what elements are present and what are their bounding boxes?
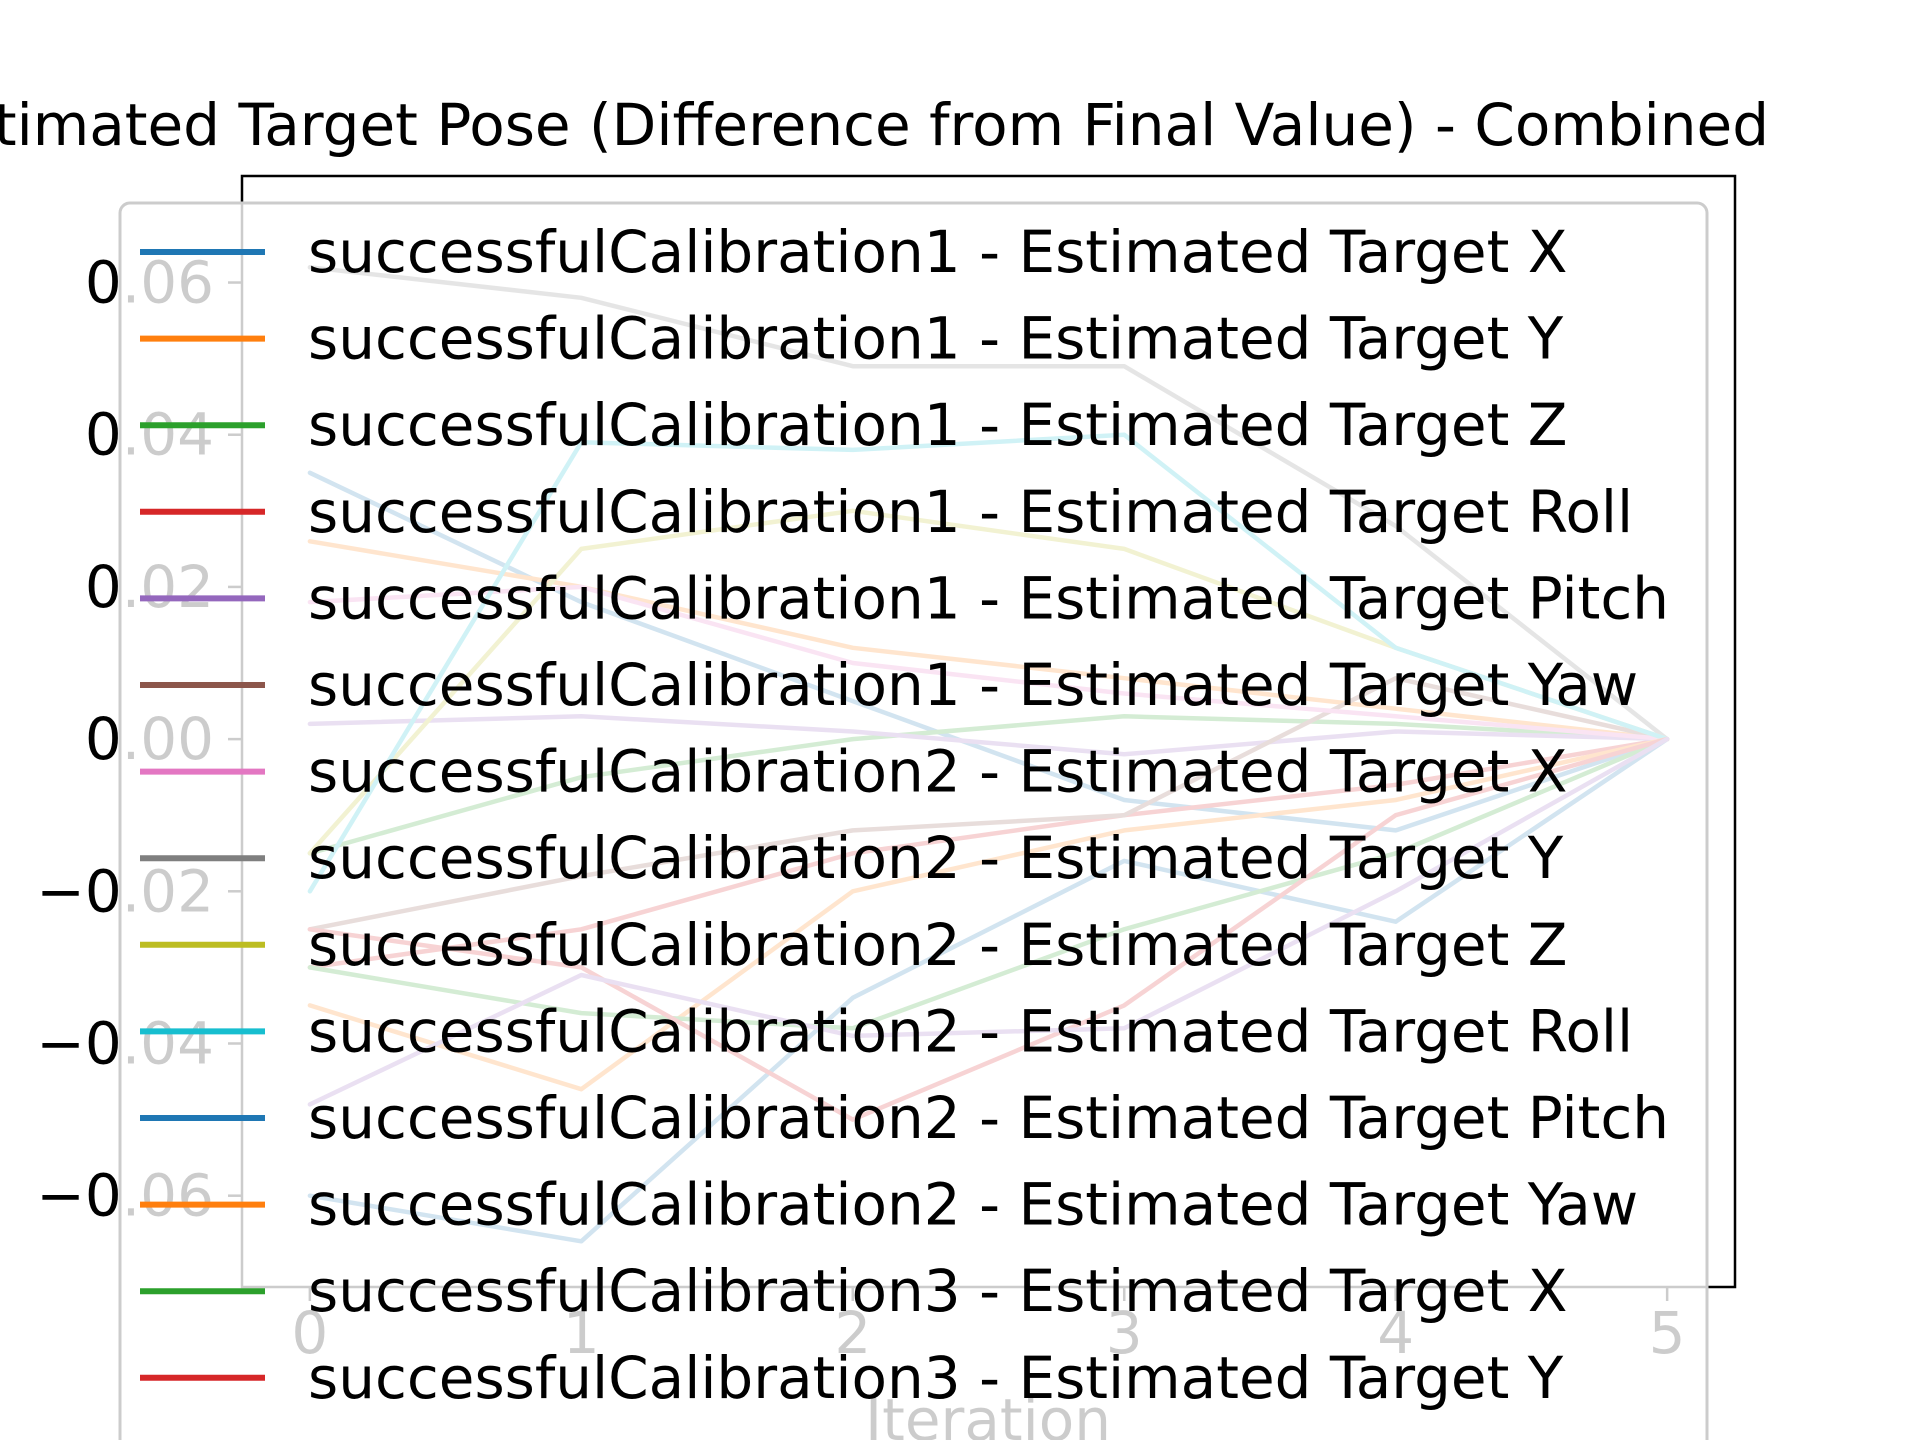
legend-label-8: successfulCalibration2 - Estimated Targe… <box>308 824 1564 892</box>
legend-label-6: successfulCalibration1 - Estimated Targe… <box>308 651 1638 719</box>
legend-label-5: successfulCalibration1 - Estimated Targe… <box>308 564 1669 632</box>
legend-label-4: successfulCalibration1 - Estimated Targe… <box>308 478 1633 546</box>
legend-label-11: successfulCalibration2 - Estimated Targe… <box>308 1084 1669 1152</box>
legend: successfulCalibration1 - Estimated Targe… <box>118 201 1709 1440</box>
legend-label-15: successfulCalibration3 - Estimated Targe… <box>308 1430 1568 1440</box>
legend-label-14: successfulCalibration3 - Estimated Targe… <box>308 1344 1564 1412</box>
legend-label-1: successfulCalibration1 - Estimated Targe… <box>308 218 1568 286</box>
legend-box <box>118 201 1709 1440</box>
legend-label-13: successfulCalibration3 - Estimated Targe… <box>308 1257 1568 1325</box>
legend-label-9: successfulCalibration2 - Estimated Targe… <box>308 911 1568 979</box>
legend-label-12: successfulCalibration2 - Estimated Targe… <box>308 1171 1638 1239</box>
legend-label-10: successfulCalibration2 - Estimated Targe… <box>308 997 1633 1065</box>
legend-label-7: successfulCalibration2 - Estimated Targe… <box>308 738 1568 806</box>
legend-items: successfulCalibration1 - Estimated Targe… <box>140 218 1669 1440</box>
legend-label-3: successfulCalibration1 - Estimated Targe… <box>308 391 1568 459</box>
legend-label-2: successfulCalibration1 - Estimated Targe… <box>308 305 1564 373</box>
chart-title: Estimated Target Pose (Difference from F… <box>0 91 1769 159</box>
